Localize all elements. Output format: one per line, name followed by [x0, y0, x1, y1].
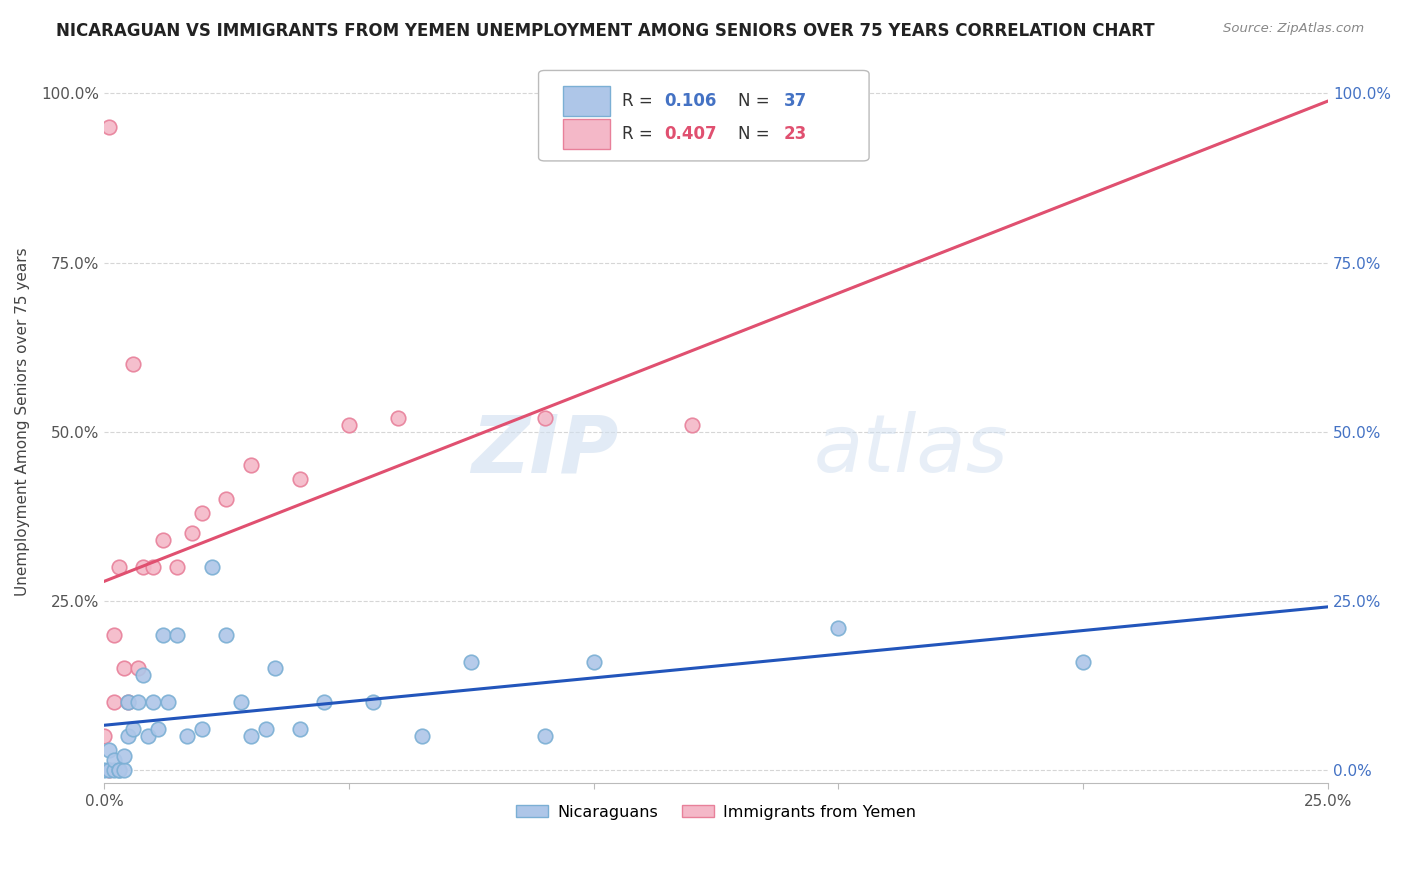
Point [156, 695, 179, 709]
Point [181, 526, 204, 541]
Point [176, 729, 198, 743]
Point [132, 668, 155, 682]
Point [112, 749, 135, 764]
Text: N =: N = [738, 125, 775, 143]
Point [411, 729, 433, 743]
Point [239, 458, 262, 473]
Text: ZIP: ZIP [471, 411, 619, 490]
Point [288, 723, 311, 737]
Point [533, 729, 555, 743]
Point [460, 655, 482, 669]
Text: NICARAGUAN VS IMMIGRANTS FROM YEMEN UNEMPLOYMENT AMONG SENIORS OVER 75 YEARS COR: NICARAGUAN VS IMMIGRANTS FROM YEMEN UNEM… [56, 22, 1154, 40]
Point [166, 627, 188, 641]
Text: 0.106: 0.106 [665, 92, 717, 110]
Text: R =: R = [621, 125, 658, 143]
Point [254, 723, 277, 737]
Point [827, 621, 849, 635]
Text: atlas: atlas [814, 411, 1008, 490]
Point [127, 695, 149, 709]
FancyBboxPatch shape [538, 70, 869, 161]
Y-axis label: Unemployment Among Seniors over 75 years: Unemployment Among Seniors over 75 years [15, 247, 30, 596]
Point [314, 695, 336, 709]
Point [97, 763, 120, 777]
Point [103, 627, 125, 641]
Point [215, 627, 238, 641]
Point [191, 506, 214, 520]
Point [387, 411, 409, 425]
Point [117, 729, 139, 743]
Text: 37: 37 [783, 92, 807, 110]
Point [1071, 655, 1094, 669]
Text: 23: 23 [783, 125, 807, 143]
Point [361, 695, 384, 709]
Point [112, 763, 135, 777]
Point [132, 560, 155, 574]
Point [127, 661, 149, 675]
FancyBboxPatch shape [562, 119, 610, 149]
Point [93, 763, 115, 777]
Point [229, 695, 252, 709]
Point [112, 661, 135, 675]
Point [122, 723, 145, 737]
Point [107, 763, 129, 777]
Point [107, 560, 129, 574]
Point [97, 742, 120, 756]
Point [582, 655, 605, 669]
Legend: Nicaraguans, Immigrants from Yemen: Nicaraguans, Immigrants from Yemen [509, 798, 922, 826]
Point [533, 411, 555, 425]
Point [239, 729, 262, 743]
Point [97, 120, 120, 135]
Point [136, 729, 159, 743]
Point [117, 695, 139, 709]
Text: 0.407: 0.407 [665, 125, 717, 143]
Point [97, 763, 120, 777]
FancyBboxPatch shape [562, 86, 610, 116]
Point [191, 723, 214, 737]
Point [152, 533, 174, 547]
Point [166, 560, 188, 574]
Point [201, 560, 224, 574]
Point [103, 695, 125, 709]
Point [152, 627, 174, 641]
Point [117, 695, 139, 709]
Point [337, 417, 360, 432]
Point [93, 729, 115, 743]
Point [142, 560, 165, 574]
Text: N =: N = [738, 92, 775, 110]
Point [288, 472, 311, 486]
Point [681, 417, 703, 432]
Point [142, 695, 165, 709]
Point [146, 723, 169, 737]
Point [264, 661, 287, 675]
Point [107, 763, 129, 777]
Point [122, 357, 145, 371]
Point [215, 492, 238, 507]
Text: Source: ZipAtlas.com: Source: ZipAtlas.com [1223, 22, 1364, 36]
Point [103, 763, 125, 777]
Point [103, 753, 125, 767]
Text: R =: R = [621, 92, 658, 110]
